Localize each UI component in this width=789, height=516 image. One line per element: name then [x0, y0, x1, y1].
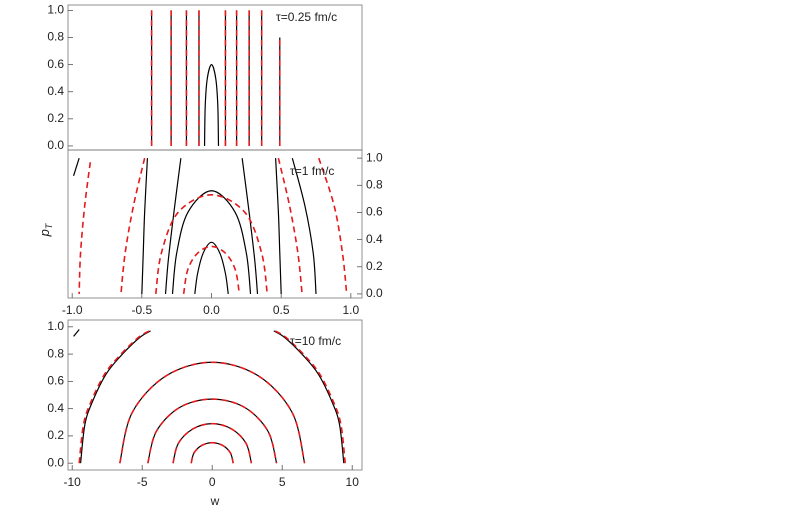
exact-contour — [141, 158, 149, 294]
curves — [73, 329, 346, 464]
y-axis-label: pT — [37, 222, 54, 237]
x-tick-label: 10 — [346, 475, 360, 489]
approx-contour — [119, 361, 306, 464]
y-tick-label: 0.0 — [47, 455, 64, 469]
y-axis-label-main: p — [37, 229, 52, 237]
y-tick-label: 0.2 — [366, 259, 383, 273]
exact-contour — [273, 330, 345, 464]
x-tick-label: 0.5 — [273, 303, 290, 317]
exact-contour — [190, 442, 234, 464]
approx-contour — [190, 441, 234, 464]
y-tick-label: 1.0 — [47, 319, 64, 333]
x-tick-label: 0 — [209, 475, 216, 489]
approx-contour — [274, 330, 346, 464]
approx-contour — [182, 245, 241, 295]
approx-contour — [154, 194, 269, 295]
curves — [150, 10, 281, 146]
y-tick-label: 0.4 — [47, 401, 64, 415]
approx-contour — [147, 398, 278, 464]
y-axis-label-sub: T — [44, 222, 54, 229]
y-tick-label: 0.6 — [47, 374, 64, 388]
annotation: τ=10 fm/c — [290, 334, 341, 348]
panel: 0.0 0.2 0.4 0.6 0.8 1.0 -10 -5 0 5 10 τ=10 fm/c w — [47, 319, 363, 508]
y-tick-label: 0.2 — [47, 428, 64, 442]
x-tick-label: 0.0 — [203, 303, 220, 317]
panel: 0.0 0.2 0.4 0.6 0.8 1.0 τ=0.25 fm/c — [47, 3, 363, 152]
y-tick-label: 0.6 — [366, 205, 383, 219]
y-tick-label: 0.6 — [47, 57, 64, 71]
plot-frame — [67, 149, 363, 299]
approx-contour — [172, 422, 253, 464]
y-tick-label: 0.4 — [47, 84, 64, 98]
plot-frame — [67, 319, 363, 471]
exact-contour — [80, 330, 151, 464]
exact-contour — [275, 158, 282, 294]
exact-contour — [73, 157, 80, 176]
approx-contour — [318, 157, 348, 295]
y-tick-label: 1.0 — [366, 150, 383, 164]
y-tick-label: 0.0 — [47, 138, 64, 152]
exact-contour — [73, 329, 80, 337]
x-tick-label: -0.5 — [132, 303, 153, 317]
curves — [73, 157, 348, 295]
y-tick-label: 0.2 — [47, 111, 64, 125]
x-tick-label: -10 — [64, 475, 82, 489]
y-tick-label: 1.0 — [47, 3, 64, 17]
approx-contour — [78, 330, 150, 464]
y-tick-label: 0.0 — [366, 286, 383, 300]
y-tick-label: 0.4 — [366, 232, 383, 246]
exact-contour — [147, 398, 278, 464]
y-tick-label: 0.8 — [366, 177, 383, 191]
x-axis-label: w — [210, 494, 220, 508]
exact-contour — [171, 190, 252, 294]
x-tick-label: 1.0 — [343, 303, 360, 317]
panel: 0.0 0.2 0.4 0.6 0.8 1.0 -1.0 -0.5 0.0 0.5 1.0 τ=1 f… — [37, 149, 383, 317]
exact-contour — [194, 241, 229, 295]
approx-contour — [277, 157, 303, 295]
annotation: τ=1 fm/c — [290, 164, 334, 178]
exact-contour — [164, 158, 182, 294]
exact-contour — [119, 361, 306, 464]
exact-contour — [241, 158, 259, 294]
exact-contour — [203, 64, 220, 146]
y-tick-label: 0.8 — [47, 346, 64, 360]
approx-contour — [120, 157, 146, 295]
y-tick-label: 0.8 — [47, 30, 64, 44]
approx-contour — [78, 162, 92, 294]
x-tick-label: -1.0 — [62, 303, 83, 317]
annotation: τ=0.25 fm/c — [276, 10, 337, 24]
x-tick-label: -5 — [137, 475, 148, 489]
x-tick-label: 5 — [279, 475, 286, 489]
exact-contour — [291, 157, 317, 294]
